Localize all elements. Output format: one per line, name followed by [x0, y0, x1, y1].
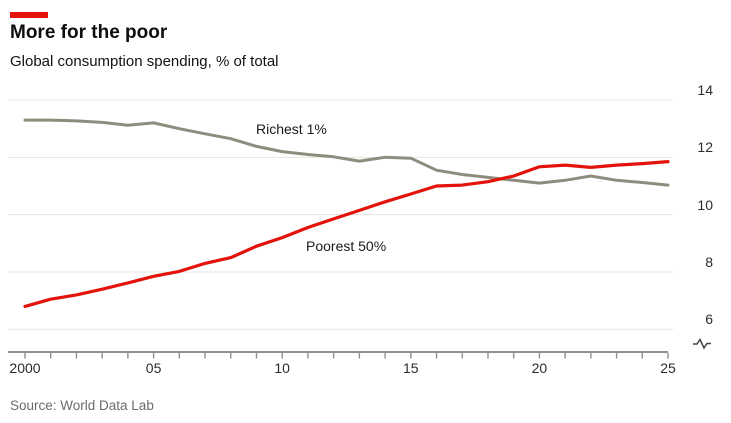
y-axis-tick-label: 12 [697, 139, 713, 156]
y-axis-tick-label: 8 [705, 253, 713, 270]
richest-1pct-label: Richest 1% [256, 121, 327, 137]
x-axis-ticks [24, 353, 669, 359]
accent-bar [10, 12, 48, 18]
poorest-50pct-label: Poorest 50% [306, 238, 387, 254]
x-axis-tick-label: 05 [145, 360, 162, 376]
y-axis-tick-label: 6 [705, 311, 713, 328]
poorest-50pct-line [23, 160, 670, 308]
chart-title: More for the poor [10, 22, 168, 43]
axis-break-squiggle [693, 337, 711, 350]
x-axis-tick-label: 25 [660, 360, 676, 376]
y-axis-tick-label: 14 [697, 82, 713, 98]
x-axis-tick-label: 20 [531, 360, 548, 376]
x-axis-tick-label: 10 [274, 360, 290, 376]
source-note: Source: World Data Lab [10, 398, 154, 413]
chart-subtitle: Global consumption spending, % of total [10, 53, 279, 70]
gridlines [8, 99, 673, 330]
richest-1pct-line [23, 118, 670, 187]
y-axis-tick-label: 10 [697, 196, 713, 213]
x-axis-tick-label: 15 [403, 360, 419, 376]
x-axis-tick-label: 2000 [9, 360, 41, 376]
